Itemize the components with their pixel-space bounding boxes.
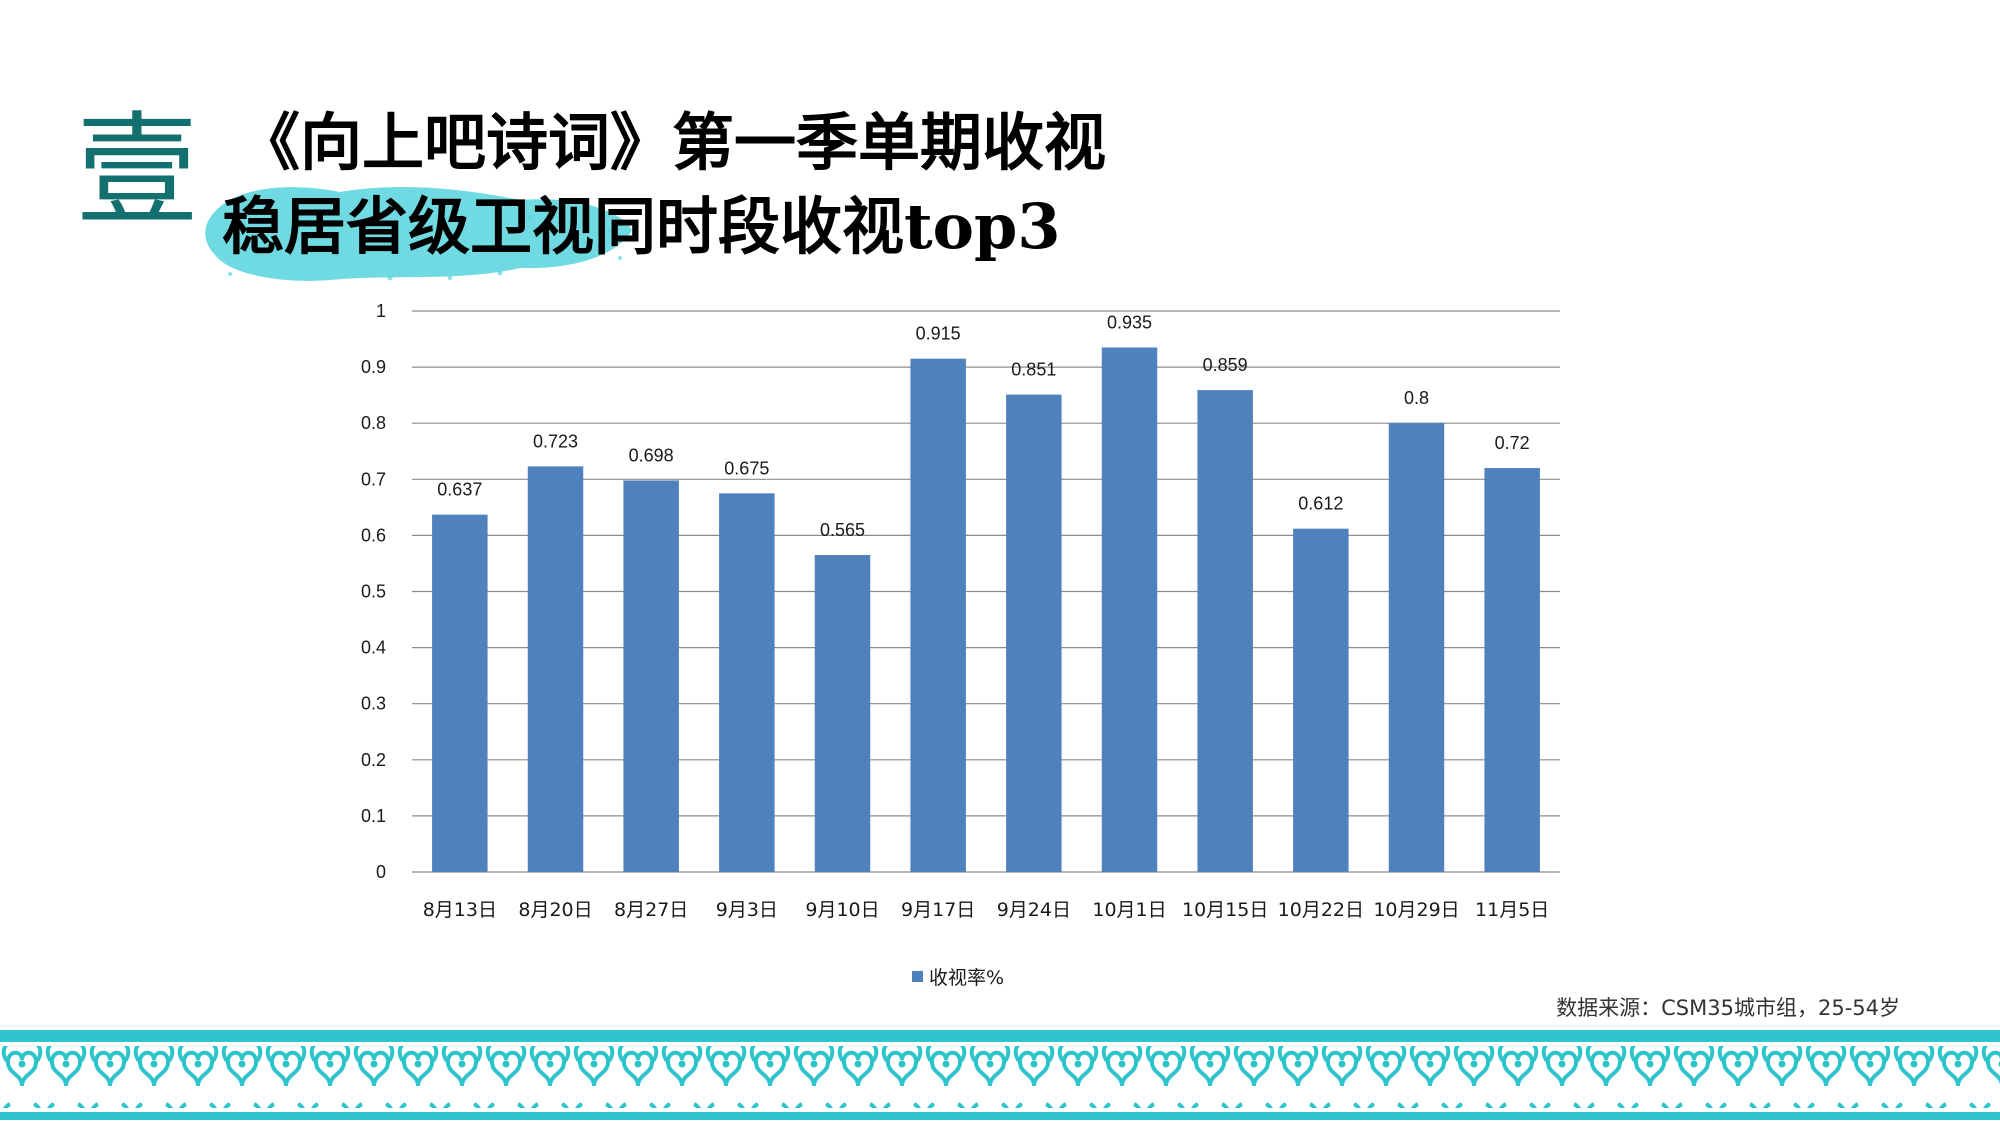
data-label: 0.72 xyxy=(1495,433,1530,453)
y-tick-label: 0.8 xyxy=(361,413,386,433)
data-label: 0.565 xyxy=(820,520,865,540)
chart-legend: 收视率% xyxy=(912,963,1004,990)
x-category-label: 9月10日 xyxy=(805,899,879,921)
y-tick-label: 0.4 xyxy=(361,638,386,658)
x-category-label: 11月5日 xyxy=(1475,899,1549,921)
y-tick-label: 0.6 xyxy=(361,525,386,545)
bar xyxy=(1101,347,1158,873)
data-label: 0.915 xyxy=(916,324,961,344)
bar xyxy=(1293,528,1349,872)
bar xyxy=(1388,423,1445,872)
title-splash-decoration xyxy=(205,186,632,281)
data-label: 0.698 xyxy=(629,445,674,465)
legend-label: 收视率% xyxy=(929,967,1005,989)
x-category-label: 10月1日 xyxy=(1092,899,1166,921)
x-category-label: 10月22日 xyxy=(1278,899,1364,921)
x-category-label: 8月27日 xyxy=(614,899,688,921)
data-label: 0.637 xyxy=(437,480,482,500)
x-category-label: 9月24日 xyxy=(997,899,1071,921)
data-label: 0.723 xyxy=(533,431,578,451)
x-category-label: 9月3日 xyxy=(716,899,778,921)
x-category-label: 10月29日 xyxy=(1373,899,1459,921)
x-category-label: 10月15日 xyxy=(1182,899,1268,921)
x-category-label: 9月17日 xyxy=(901,899,975,921)
data-source-note: 数据来源：CSM35城市组，25-54岁 xyxy=(1556,996,1900,1020)
y-tick-label: 0.9 xyxy=(361,357,386,377)
slide-title-line-1: 《向上吧诗词》第一季单期收视 xyxy=(238,106,1107,179)
data-label: 0.8 xyxy=(1404,388,1429,408)
y-tick-label: 0.5 xyxy=(361,582,386,602)
legend-swatch xyxy=(912,971,923,982)
data-label: 0.612 xyxy=(1298,494,1343,514)
x-category-label: 8月20日 xyxy=(518,899,592,921)
y-tick-label: 0.3 xyxy=(361,694,386,714)
x-category-label: 8月13日 xyxy=(423,899,497,921)
bar xyxy=(719,493,775,872)
data-label: 0.675 xyxy=(724,458,769,478)
slide-title-line-2: 稳居省级卫视同时段收视top3 xyxy=(222,190,1061,263)
data-label: 0.859 xyxy=(1203,355,1248,375)
y-tick-label: 0.2 xyxy=(361,750,386,770)
bar xyxy=(432,514,488,872)
data-label: 0.851 xyxy=(1011,360,1056,380)
bar xyxy=(910,358,966,872)
bar xyxy=(527,466,584,872)
bar xyxy=(1484,468,1540,872)
bar xyxy=(814,555,871,872)
y-tick-label: 0.1 xyxy=(361,806,386,826)
bar xyxy=(1006,394,1062,872)
bar xyxy=(623,480,679,872)
y-tick-label: 0 xyxy=(376,862,386,882)
bar xyxy=(1197,390,1253,872)
section-badge: 壹 xyxy=(76,100,198,242)
y-tick-label: 0.7 xyxy=(361,469,386,489)
footer-pattern-band xyxy=(0,1030,2000,1120)
data-label: 0.935 xyxy=(1107,312,1152,332)
y-tick-label: 1 xyxy=(376,301,386,321)
